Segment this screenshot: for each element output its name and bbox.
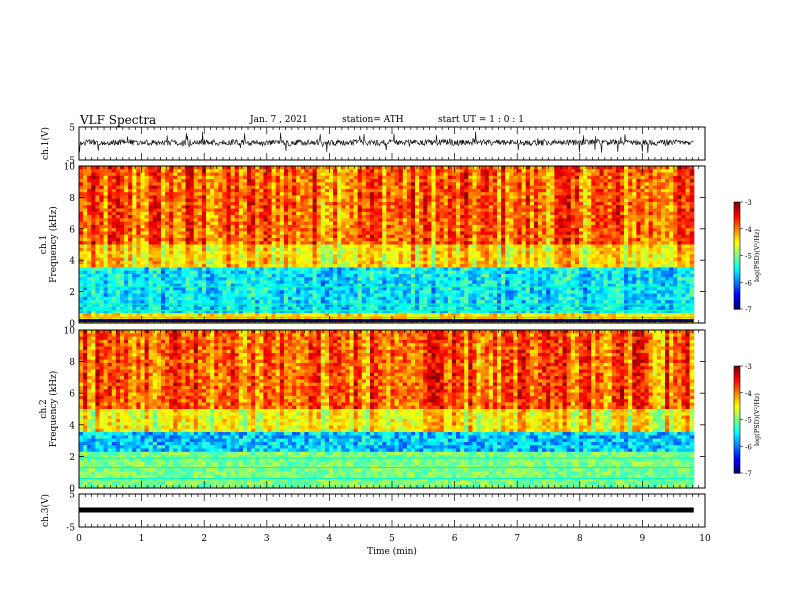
chart-title: VLF Spectra (80, 113, 157, 127)
ylabel-p2-0: ch.1 (39, 235, 49, 254)
ytick-label-p4-1: -5 (66, 524, 75, 534)
colorbar-1-label: log(PSD)(V²/Hz) (753, 229, 761, 282)
ylabel-p3-1: Frequency (kHz) (48, 371, 59, 448)
colorbar-1-tick-m6: -6 (745, 279, 752, 287)
ytick-label-p3-5: 10 (64, 327, 76, 337)
colorbar-2-tick-m6: -6 (745, 443, 752, 451)
ytick-label-p2-5: 10 (64, 163, 76, 173)
ytick-label-p4-0: 5 (69, 491, 75, 501)
colorbar-1-tick-m4: -4 (745, 226, 752, 234)
ytick-label-p2-3: 6 (69, 225, 75, 235)
ytick-label-p2-1: 2 (69, 288, 75, 298)
ytick-label-p3-4: 8 (69, 358, 75, 368)
colorbar-2-tick-m3: -3 (745, 363, 752, 371)
ytick-label-p3-1: 2 (69, 453, 75, 463)
xlabel: Time (min) (367, 546, 417, 557)
ytick-label-p2-2: 4 (69, 257, 75, 267)
ytick-label-p1-1: -5 (66, 157, 75, 167)
ch1-waveform-line (78, 131, 694, 153)
xtick-label-8: 8 (577, 534, 583, 544)
ytick-label-p3-0: 0 (69, 485, 75, 495)
spectrogram-1 (79, 166, 695, 324)
xtick-label-7: 7 (514, 534, 520, 544)
start-time-label: start UT = 1 : 0 : 1 (438, 115, 524, 125)
xtick-label-3: 3 (264, 534, 270, 544)
colorbar-1-tick-m3: -3 (745, 199, 752, 207)
xtick-label-6: 6 (452, 534, 458, 544)
xtick-label-5: 5 (389, 534, 395, 544)
xtick-label-1: 1 (139, 534, 145, 544)
xtick-label-2: 2 (201, 534, 207, 544)
ytick-label-p1-0: 5 (69, 124, 75, 134)
colorbar-2 (733, 365, 741, 474)
colorbar-2-label: log(PSD)(V²/Hz) (753, 393, 761, 446)
ytick-label-p2-4: 8 (69, 194, 75, 204)
colorbar-2-tick-m4: -4 (745, 390, 752, 398)
spectrogram-2 (79, 330, 695, 489)
colorbar-1 (733, 201, 741, 310)
colorbar-2-tick-m7: -7 (745, 470, 752, 478)
ytick-label-p3-3: 6 (69, 390, 75, 400)
ylabel-p3-0: ch.2 (39, 399, 49, 418)
ylabel-p4: ch.3(V) (40, 494, 51, 527)
colorbar-2-tick-m5: -5 (745, 417, 752, 425)
colorbar-1-tick-m5: -5 (745, 253, 752, 261)
ch3-waveform-line (79, 507, 694, 513)
xtick-label-4: 4 (327, 534, 333, 544)
xtick-label-0: 0 (76, 534, 82, 544)
ytick-label-p2-0: 0 (69, 320, 75, 330)
xtick-label-9: 9 (640, 534, 646, 544)
xtick-label-10: 10 (699, 534, 711, 544)
date-label: Jan. 7 , 2021 (250, 115, 308, 125)
ylabel-p2-1: Frequency (kHz) (48, 206, 59, 283)
colorbar-1-tick-m7: -7 (745, 306, 752, 314)
station-label: station= ATH (342, 115, 404, 125)
ytick-label-p3-2: 4 (69, 421, 75, 431)
ylabel-p1: ch.1(V) (40, 127, 51, 160)
